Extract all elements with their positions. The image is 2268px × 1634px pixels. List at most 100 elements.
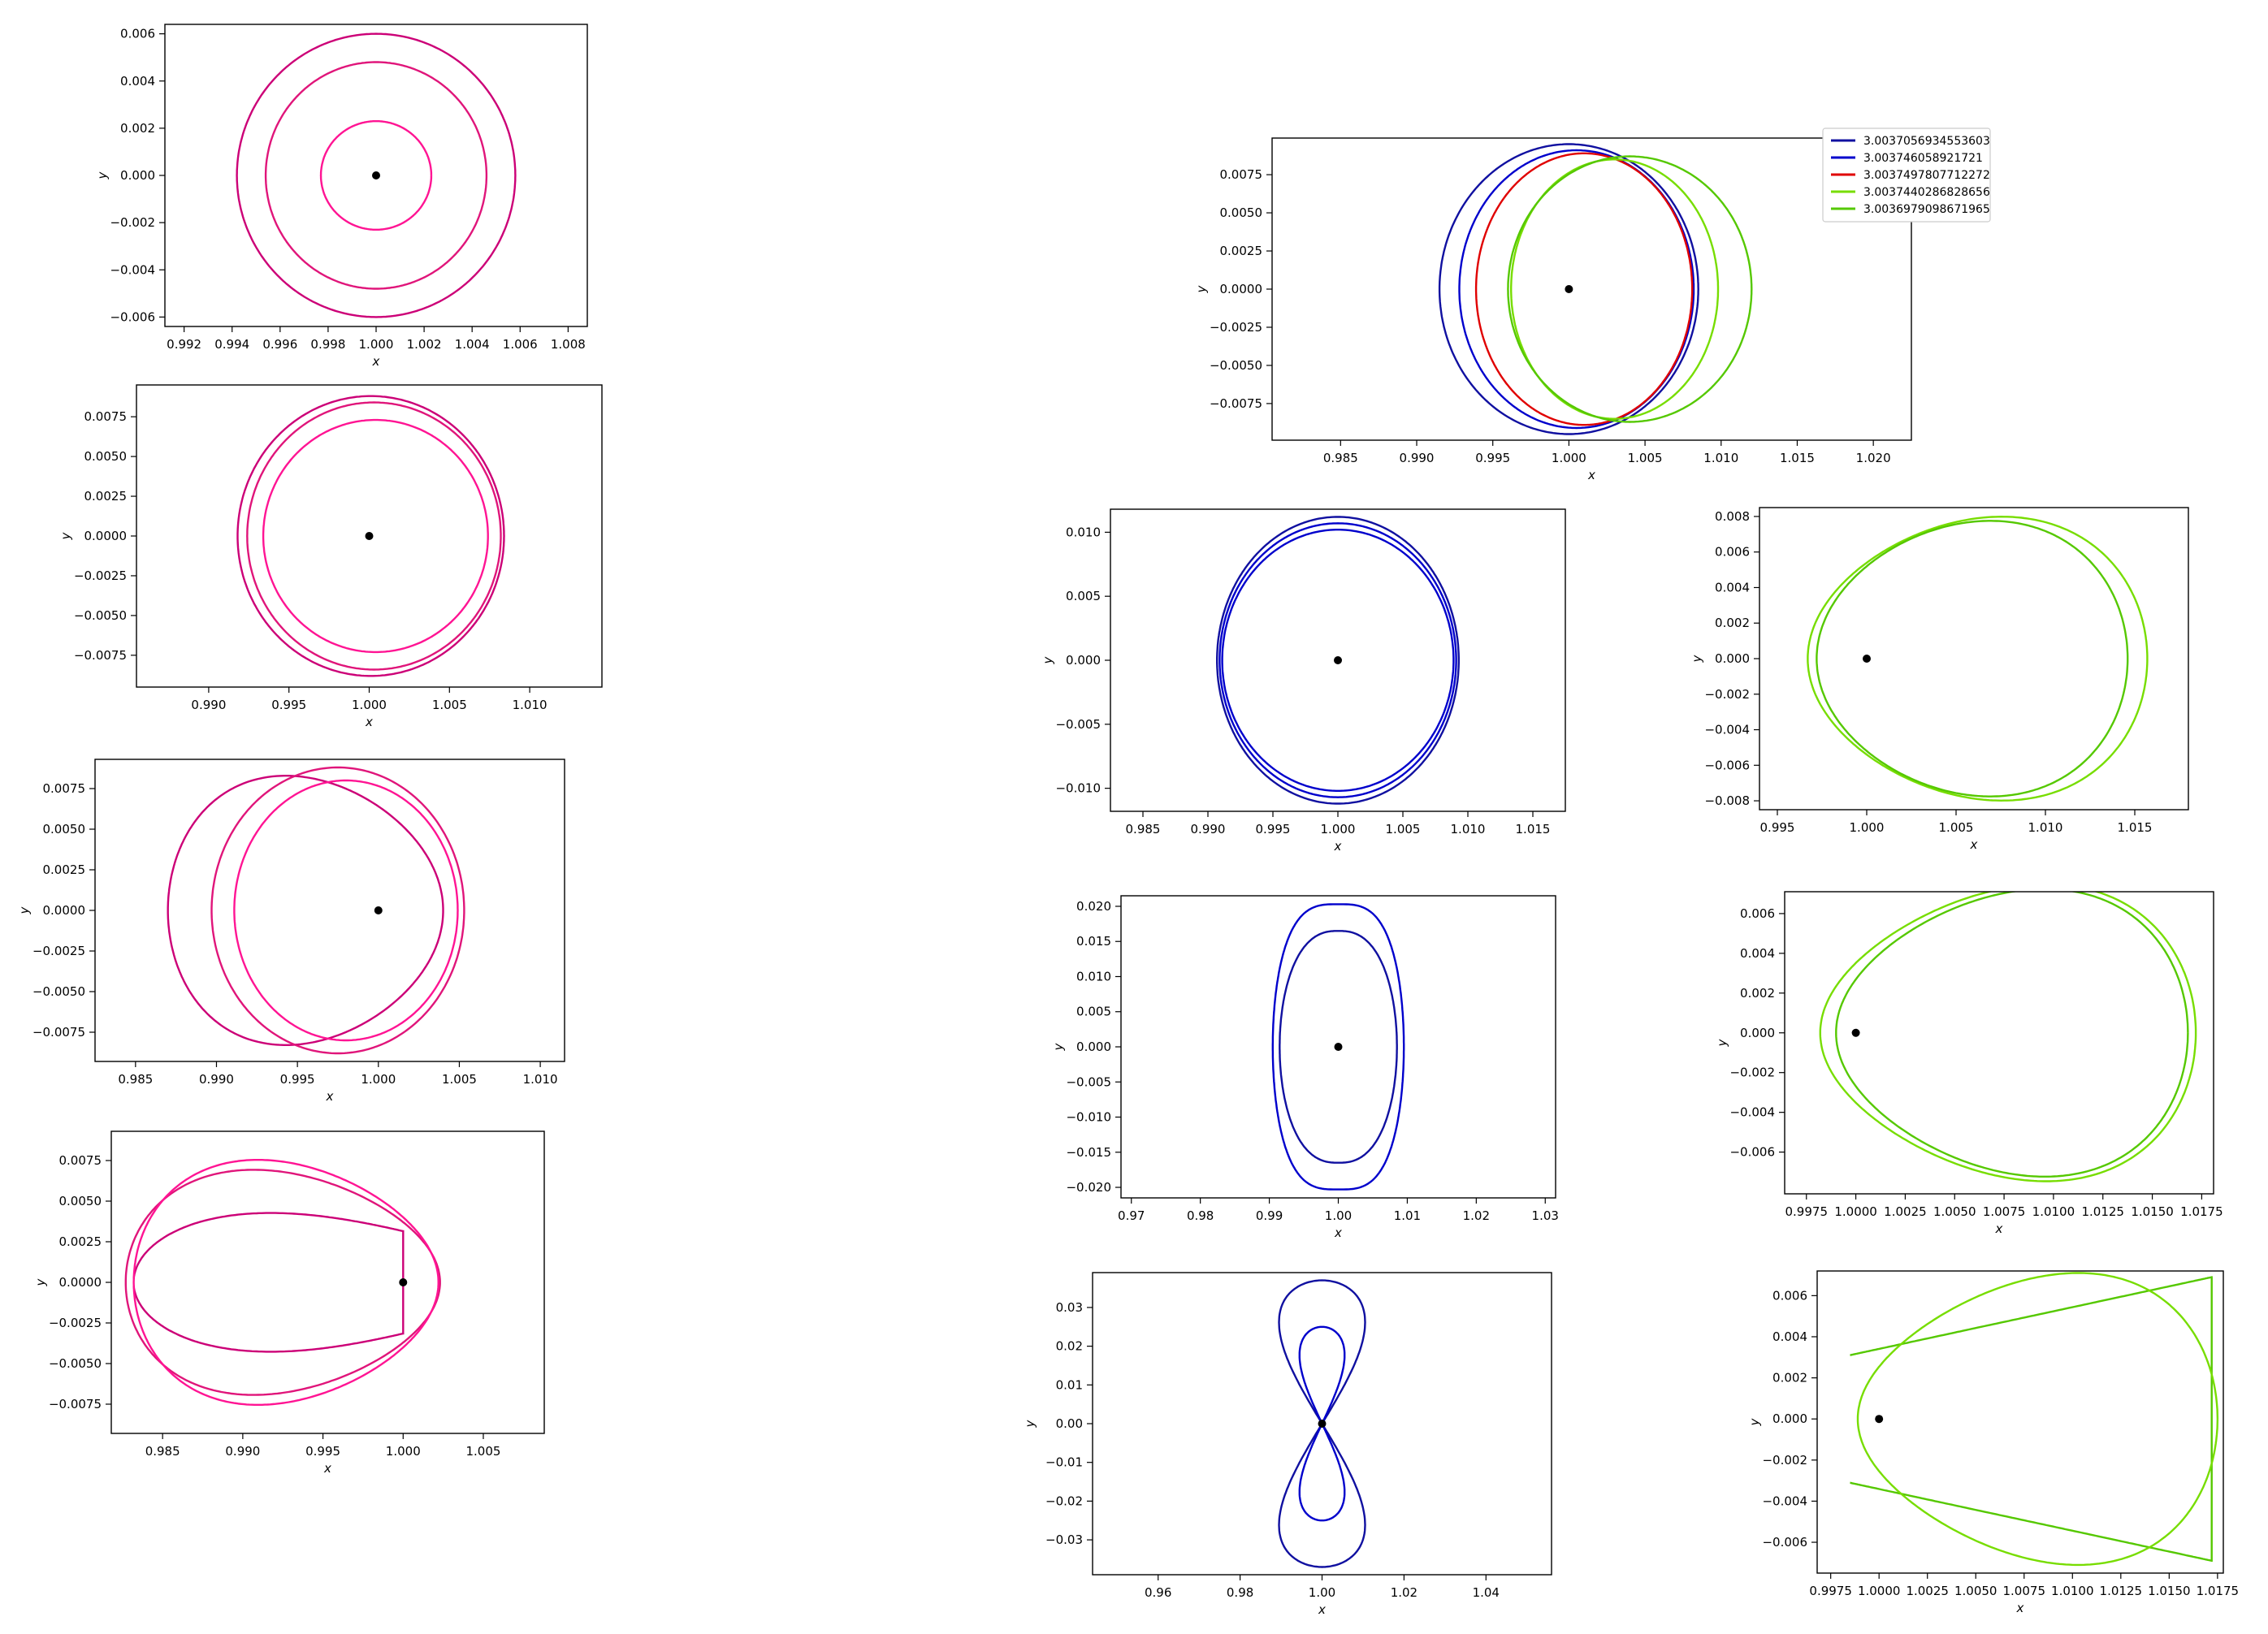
y-tick-label: −0.0050: [74, 608, 127, 623]
x-axis-label: x: [326, 1089, 334, 1104]
plot-right-1: 0.995 1.000 1.005 1.010 1.015 0.008 0.006 0.004…: [1690, 507, 2189, 852]
orbit-series-0: [1850, 1276, 2213, 1562]
x-tick-label: 1.000: [352, 698, 387, 712]
orbit-series-1: [1835, 892, 2189, 1178]
plot-mid-3: 0.96 0.98 1.00 1.02 1.04 0.03 0.02 0.01 0.00 −0.0…: [1023, 1272, 1552, 1617]
y-tick-label: −0.0025: [32, 944, 85, 958]
y-tick-label: 0.002: [1772, 1371, 1807, 1385]
x-tick-label: 0.96: [1145, 1585, 1171, 1600]
y-tick-label: 0.004: [1772, 1329, 1807, 1344]
y-tick-label: 0.005: [1066, 589, 1101, 603]
plot-right-3: 0.9975 1.0000 1.0025 1.0050 1.0075 1.0100 1.01…: [1747, 1270, 2239, 1615]
x-tick-label: 1.0075: [2003, 1584, 2046, 1598]
y-tick-label: 0.008: [1715, 509, 1750, 524]
x-tick-label: 1.0175: [2180, 1204, 2223, 1219]
plot-mid-2: 0.97 0.98 0.99 1.00 1.01 1.02 1.03 0.020 0.015 0.…: [1051, 895, 1559, 1240]
plot-frame: [1784, 891, 2214, 1195]
x-tick-label: 0.995: [280, 1072, 315, 1087]
y-tick-label: −0.03: [1045, 1532, 1083, 1547]
orbit-series-0: [1438, 143, 1699, 435]
y-tick-label: 0.002: [120, 121, 155, 136]
x-axis-label: x: [1970, 837, 1978, 852]
x-tick-label: 0.995: [1475, 451, 1510, 465]
x-tick-label: 1.000: [386, 1444, 421, 1459]
x-tick-label: 1.0000: [1834, 1204, 1877, 1219]
y-axis-label: y: [95, 171, 110, 179]
y-tick-label: 0.0075: [59, 1153, 102, 1168]
x-tick-label: 1.015: [1780, 451, 1815, 465]
y-tick-label: 0.000: [1066, 653, 1101, 668]
y-tick-label: −0.0050: [32, 984, 85, 999]
y-tick-label: 0.0075: [84, 409, 128, 424]
orbit-series-2: [132, 1159, 439, 1406]
y-tick-label: 0.03: [1056, 1300, 1083, 1315]
orbit-series-3: [1510, 158, 1720, 420]
x-tick-label: 1.0075: [1983, 1204, 2026, 1219]
x-tick-label: 1.00: [1325, 1208, 1352, 1223]
y-tick-label: −0.004: [1729, 1105, 1775, 1120]
x-axis-label: x: [1334, 1226, 1342, 1240]
y-tick-label: −0.006: [1704, 758, 1750, 772]
y-tick-label: 0.0000: [43, 903, 86, 918]
y-tick-label: −0.006: [110, 309, 155, 324]
x-tick-label: 1.0050: [1954, 1584, 1997, 1598]
x-tick-label: 1.010: [1703, 451, 1738, 465]
y-tick-label: 0.000: [1740, 1026, 1775, 1040]
y-tick-label: −0.005: [1066, 1074, 1111, 1089]
orbit-series-1: [264, 61, 488, 290]
y-tick-label: −0.006: [1762, 1535, 1807, 1550]
y-tick-label: 0.02: [1056, 1339, 1083, 1354]
legend-label: 3.0037440286828656: [1863, 186, 1990, 199]
x-tick-label: 1.0100: [2032, 1204, 2075, 1219]
y-axis-label: y: [33, 1277, 48, 1286]
x-tick-label: 1.000: [361, 1072, 396, 1087]
x-tick-label: 0.990: [1191, 822, 1226, 836]
orbit-series-1: [1816, 520, 2129, 798]
x-tick-label: 1.02: [1463, 1208, 1490, 1223]
legend-label: 3.0037497807712272: [1863, 169, 1990, 182]
primary-body-point: [374, 906, 383, 914]
y-tick-label: 0.0050: [1220, 205, 1263, 220]
x-tick-label: 0.97: [1118, 1208, 1145, 1223]
y-tick-label: 0.004: [1740, 946, 1775, 961]
y-axis-label: y: [58, 531, 73, 540]
y-axis-label: y: [1194, 284, 1209, 293]
primary-body-point: [1875, 1415, 1884, 1424]
primary-body-point: [1318, 1420, 1327, 1428]
orbit-series-1: [1279, 930, 1398, 1164]
y-tick-label: 0.005: [1076, 1005, 1111, 1019]
x-tick-label: 0.985: [145, 1444, 180, 1459]
orbit-series-0: [236, 395, 505, 677]
y-axis-label: y: [1690, 654, 1704, 663]
x-tick-label: 1.03: [1532, 1208, 1559, 1223]
x-tick-label: 0.99: [1256, 1208, 1283, 1223]
x-tick-label: 0.990: [191, 698, 226, 712]
y-tick-label: 0.010: [1066, 525, 1101, 539]
y-tick-label: 0.0050: [84, 449, 128, 464]
x-axis-label: x: [2016, 1601, 2024, 1615]
x-tick-label: 1.015: [2118, 820, 2153, 835]
x-tick-label: 1.015: [1516, 822, 1551, 836]
x-axis-label: x: [323, 1461, 331, 1476]
orbit-series-0: [167, 775, 444, 1046]
x-tick-label: 1.0150: [2148, 1584, 2191, 1598]
y-tick-label: 0.006: [1715, 545, 1750, 560]
orbit-series-4: [1507, 155, 1753, 423]
x-tick-label: 1.005: [1939, 820, 1974, 835]
primary-body-point: [1863, 655, 1871, 663]
orbit-series-2: [1474, 152, 1694, 426]
y-tick-label: −0.0075: [74, 648, 127, 663]
legend: 3.0037056934553603 3.003746058921721 3.003…: [1822, 128, 1991, 223]
y-tick-label: −0.01: [1045, 1455, 1083, 1470]
y-tick-label: −0.008: [1704, 793, 1750, 808]
y-tick-label: 0.002: [1740, 986, 1775, 1001]
y-tick-label: −0.0075: [1210, 396, 1262, 411]
orbit-series-0: [132, 1212, 405, 1353]
y-tick-label: 0.000: [1715, 651, 1750, 666]
x-tick-label: 1.0150: [2131, 1204, 2174, 1219]
x-tick-label: 1.0125: [2100, 1584, 2143, 1598]
y-tick-label: −0.0075: [32, 1025, 85, 1040]
plot-left-1: 0.992 0.994 0.996 0.998 1.000 1.002 1.004 1.006…: [95, 24, 588, 369]
orbit-series-0: [1278, 1279, 1366, 1568]
